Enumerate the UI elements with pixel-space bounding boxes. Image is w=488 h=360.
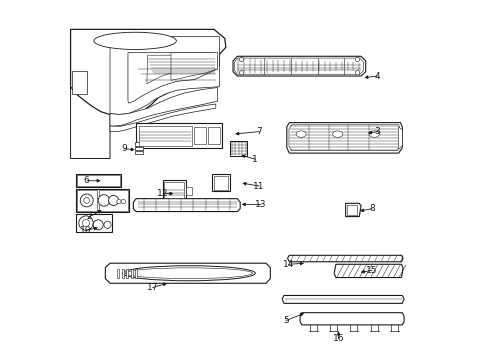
Polygon shape xyxy=(171,53,217,80)
Bar xyxy=(346,205,357,215)
Bar xyxy=(76,174,121,187)
Polygon shape xyxy=(110,87,217,126)
Text: 2: 2 xyxy=(86,212,92,221)
Bar xyxy=(130,269,133,278)
Text: 8: 8 xyxy=(368,204,374,213)
Text: 17: 17 xyxy=(146,283,158,292)
Text: 14: 14 xyxy=(282,260,293,269)
Circle shape xyxy=(98,195,109,206)
Polygon shape xyxy=(345,203,360,217)
Polygon shape xyxy=(233,56,365,76)
Text: 1: 1 xyxy=(252,155,258,164)
Bar xyxy=(139,126,191,145)
Bar xyxy=(135,142,142,145)
Circle shape xyxy=(83,198,89,203)
Bar xyxy=(99,190,128,211)
Text: 15: 15 xyxy=(366,266,377,275)
Bar xyxy=(77,175,120,186)
Bar xyxy=(76,189,129,212)
Bar xyxy=(163,180,185,200)
Polygon shape xyxy=(147,55,216,84)
Text: 4: 4 xyxy=(374,72,379,81)
Circle shape xyxy=(121,199,125,204)
Polygon shape xyxy=(300,313,403,325)
Text: 12: 12 xyxy=(157,189,168,198)
Circle shape xyxy=(239,57,244,62)
Polygon shape xyxy=(398,127,402,149)
Bar xyxy=(135,147,142,150)
Polygon shape xyxy=(110,37,219,114)
Polygon shape xyxy=(333,264,402,278)
Text: 16: 16 xyxy=(332,334,344,343)
Polygon shape xyxy=(286,123,402,153)
Bar xyxy=(213,176,227,190)
Ellipse shape xyxy=(332,131,342,137)
Polygon shape xyxy=(128,53,217,103)
Bar xyxy=(77,190,97,211)
Polygon shape xyxy=(70,87,110,158)
Circle shape xyxy=(355,71,359,75)
Text: 5: 5 xyxy=(282,316,288,325)
Bar xyxy=(193,127,206,144)
Ellipse shape xyxy=(94,32,176,49)
Text: 9: 9 xyxy=(121,144,127,153)
Polygon shape xyxy=(282,296,403,303)
Bar xyxy=(136,123,222,148)
Polygon shape xyxy=(287,255,402,262)
Text: 13: 13 xyxy=(254,200,266,209)
Bar xyxy=(126,269,128,278)
Bar xyxy=(135,151,142,154)
Bar xyxy=(122,269,123,278)
Bar xyxy=(135,269,137,278)
Bar xyxy=(164,182,184,198)
Ellipse shape xyxy=(368,131,379,137)
Bar xyxy=(76,214,112,232)
Bar xyxy=(207,127,220,144)
Polygon shape xyxy=(133,199,240,212)
Circle shape xyxy=(79,216,93,230)
Circle shape xyxy=(117,199,121,204)
Text: 7: 7 xyxy=(255,127,261,136)
Text: 6: 6 xyxy=(83,176,89,185)
Ellipse shape xyxy=(296,131,305,137)
Bar xyxy=(186,187,191,195)
Text: 11: 11 xyxy=(253,181,264,190)
Polygon shape xyxy=(110,104,215,132)
Circle shape xyxy=(104,221,111,228)
Circle shape xyxy=(239,71,244,75)
Circle shape xyxy=(355,57,359,62)
Bar xyxy=(117,269,119,278)
Text: 10: 10 xyxy=(80,226,92,235)
Circle shape xyxy=(82,220,89,226)
Polygon shape xyxy=(105,263,270,283)
Text: 3: 3 xyxy=(373,127,379,136)
Bar xyxy=(72,71,87,94)
Circle shape xyxy=(108,195,119,206)
Bar xyxy=(212,174,230,192)
Bar xyxy=(230,140,247,156)
Polygon shape xyxy=(70,30,225,116)
Circle shape xyxy=(80,194,93,207)
Circle shape xyxy=(93,220,103,230)
